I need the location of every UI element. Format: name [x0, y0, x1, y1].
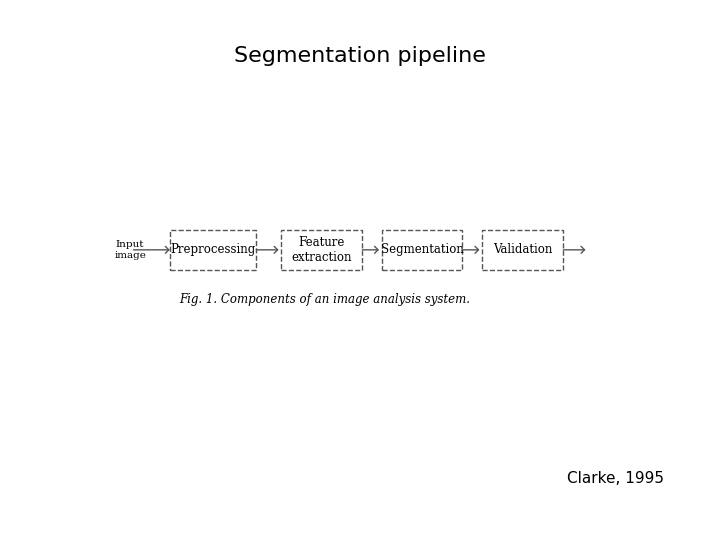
Text: Preprocessing: Preprocessing: [170, 244, 256, 256]
Bar: [382, 230, 462, 269]
Text: Validation: Validation: [492, 244, 552, 256]
Text: Segmentation pipeline: Segmentation pipeline: [234, 46, 486, 66]
Bar: [169, 230, 256, 269]
Text: Fig. 1. Components of an image analysis system.: Fig. 1. Components of an image analysis …: [179, 293, 470, 306]
Text: Clarke, 1995: Clarke, 1995: [567, 471, 664, 486]
Bar: [281, 230, 362, 269]
Text: Feature
extraction: Feature extraction: [292, 236, 352, 264]
Text: Segmentation: Segmentation: [381, 244, 464, 256]
Bar: [482, 230, 563, 269]
Text: Input
image: Input image: [115, 240, 147, 260]
